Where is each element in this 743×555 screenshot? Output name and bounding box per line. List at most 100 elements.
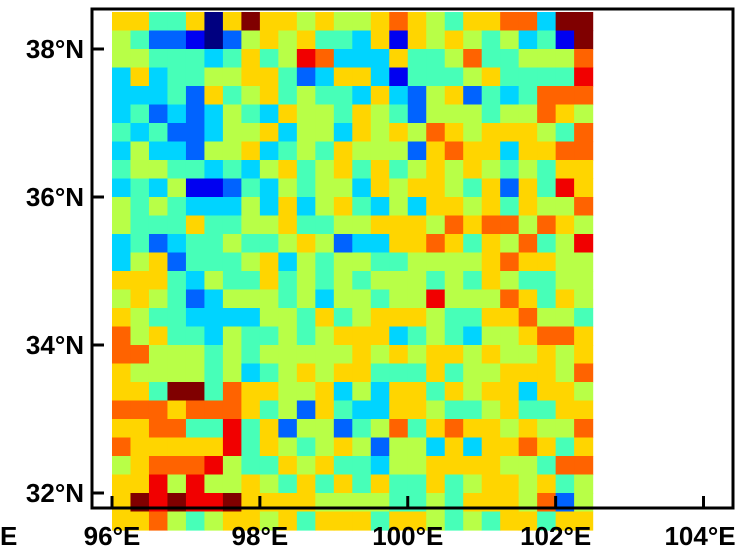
heatmap-cell [389, 400, 409, 420]
heatmap-cell [148, 49, 169, 69]
heatmap-cell [555, 49, 575, 69]
heatmap-cell [204, 123, 224, 143]
heatmap-cell [444, 308, 464, 328]
heatmap-cell [259, 511, 279, 531]
heatmap-cell [352, 363, 372, 383]
heatmap-cell [518, 456, 538, 476]
heatmap-cell [315, 419, 335, 439]
heatmap-cell [500, 456, 520, 476]
heatmap-cell [296, 86, 316, 106]
heatmap-cell [463, 197, 483, 217]
heatmap-cell [185, 197, 206, 217]
heatmap-cell [222, 437, 242, 457]
heatmap-cell [333, 511, 353, 531]
heatmap-cell [112, 271, 132, 291]
heatmap-cell [463, 419, 483, 439]
heatmap-cell [574, 197, 594, 217]
heatmap-cell [112, 345, 132, 365]
heatmap-cell [130, 456, 150, 476]
heatmap-cell [167, 400, 187, 420]
heatmap-cell [148, 104, 169, 124]
heatmap-cell [500, 178, 520, 198]
heatmap-cell [352, 271, 372, 291]
heatmap-cell [407, 123, 427, 143]
heatmap-cell [130, 197, 150, 217]
heatmap-cell [574, 419, 594, 439]
heatmap-cell [407, 456, 427, 476]
heatmap-cell [112, 400, 132, 420]
heatmap-cell [426, 123, 446, 143]
heatmap-cell [222, 511, 242, 531]
heatmap-cell [278, 437, 298, 457]
heatmap-cell [222, 197, 242, 217]
heatmap-cell [555, 252, 575, 272]
heatmap-cell [426, 289, 446, 309]
heatmap-cell [333, 400, 353, 420]
heatmap-cell [148, 437, 169, 457]
heatmap-cell [185, 474, 206, 494]
heatmap-cell [315, 30, 335, 50]
heatmap-cell [518, 234, 538, 254]
heatmap-cell [222, 30, 242, 50]
heatmap-cell [555, 456, 575, 476]
heatmap-cell [574, 252, 594, 272]
heatmap-cell [222, 363, 242, 383]
heatmap-cell [204, 197, 224, 217]
heatmap-cell [333, 419, 353, 439]
heatmap-cell [130, 160, 150, 180]
heatmap-cell [389, 141, 409, 161]
heatmap-cell [389, 104, 409, 124]
heatmap-cell [148, 271, 169, 291]
heatmap-cell [518, 160, 538, 180]
heatmap-cell [185, 511, 206, 531]
heatmap-cell [444, 178, 464, 198]
heatmap-cell [204, 289, 224, 309]
heatmap-cell [112, 308, 132, 328]
heatmap-cell [352, 326, 372, 346]
heatmap-cell [481, 104, 501, 124]
heatmap-cell [278, 197, 298, 217]
heatmap-cell [222, 419, 242, 439]
heatmap-cell [444, 456, 464, 476]
heatmap-cell [500, 197, 520, 217]
heatmap-cell [167, 289, 187, 309]
heatmap-cell [259, 86, 279, 106]
heatmap-cell [537, 30, 557, 50]
heatmap-cell [407, 215, 427, 235]
heatmap-cell [518, 363, 538, 383]
heatmap-cell [574, 437, 594, 457]
heatmap-cell [112, 30, 132, 50]
heatmap-cell [426, 345, 446, 365]
heatmap-cell [370, 30, 390, 50]
heatmap-cell [407, 178, 427, 198]
heatmap-cell [204, 12, 224, 32]
heatmap-cell [167, 271, 187, 291]
heatmap-cell [555, 308, 575, 328]
y-tick-label: 38°N [26, 34, 84, 64]
heatmap-cell [278, 86, 298, 106]
heatmap-cell [481, 437, 501, 457]
heatmap-cell [500, 12, 520, 32]
heatmap-cell [481, 123, 501, 143]
heatmap-cell [555, 160, 575, 180]
heatmap-cell [500, 289, 520, 309]
heatmap-cell [407, 160, 427, 180]
heatmap-cell [352, 215, 372, 235]
heatmap-cell [500, 400, 520, 420]
heatmap-cell [112, 252, 132, 272]
heatmap-cell [315, 400, 335, 420]
heatmap-cell [112, 363, 132, 383]
heatmap-cell [518, 215, 538, 235]
heatmap-cell [555, 419, 575, 439]
heatmap-cell [185, 252, 206, 272]
heatmap-cell [315, 234, 335, 254]
heatmap-cell [222, 104, 242, 124]
heatmap-cell [315, 141, 335, 161]
heatmap-cell [259, 474, 279, 494]
heatmap-cell [204, 474, 224, 494]
heatmap-cell [518, 419, 538, 439]
heatmap-cell [185, 234, 206, 254]
heatmap-cell [352, 345, 372, 365]
heatmap-cell [481, 326, 501, 346]
heatmap-cell [500, 141, 520, 161]
